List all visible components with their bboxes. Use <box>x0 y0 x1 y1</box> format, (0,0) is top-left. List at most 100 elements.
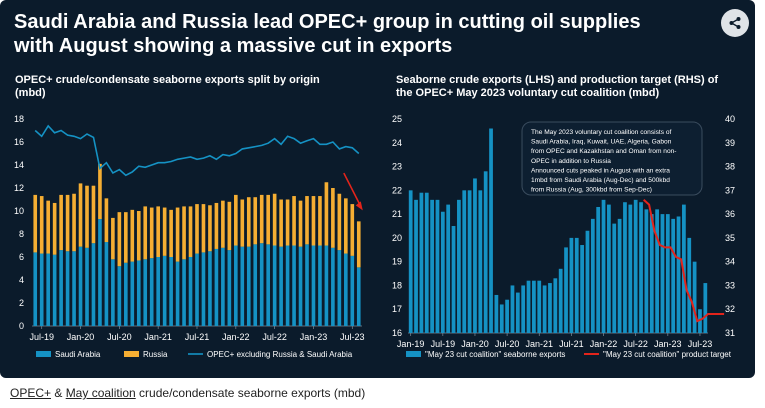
y-tick-label-right: 35 <box>725 233 735 243</box>
bar-saudi-arabia <box>318 245 322 326</box>
bar-russia <box>253 197 258 245</box>
bar-coalition-exports <box>510 285 515 333</box>
bar-russia <box>91 185 96 244</box>
bar-coalition-exports <box>414 199 418 333</box>
bar-russia <box>272 193 277 246</box>
bar-coalition-exports <box>703 283 708 333</box>
bar-coalition-exports <box>628 204 633 333</box>
bar-coalition-exports <box>457 199 461 333</box>
bar-coalition-exports <box>521 285 526 333</box>
bar-coalition-exports <box>574 237 579 333</box>
bar-saudi-arabia <box>52 254 57 326</box>
x-tick-label: Jul-19 <box>431 339 456 349</box>
y-tick-label: 8 <box>19 229 24 239</box>
bar-russia <box>221 200 225 248</box>
x-tick-label: Jul-23 <box>340 332 365 342</box>
x-tick-label: Jul-21 <box>185 332 210 342</box>
bar-coalition-exports <box>446 204 451 333</box>
bar-coalition-exports <box>665 214 670 333</box>
bar-russia <box>344 198 348 254</box>
y-tick-label-left: 24 <box>392 138 402 148</box>
right-chart-title-line1: Seaborne crude exports (LHS) and product… <box>396 74 719 86</box>
legend-swatch-exports <box>406 351 421 357</box>
bar-coalition-exports <box>505 299 509 333</box>
bar-coalition-exports <box>633 199 638 333</box>
bar-russia <box>201 204 206 253</box>
bar-saudi-arabia <box>33 252 38 326</box>
legend-label-russia: Russia <box>143 350 168 359</box>
bar-russia <box>188 206 193 257</box>
share-icon <box>729 17 741 29</box>
bar-coalition-exports <box>612 223 617 333</box>
x-tick-label: Jan-22 <box>222 332 250 342</box>
x-tick-label: Jan-19 <box>397 339 425 349</box>
caption-separator: & <box>51 386 66 400</box>
bar-saudi-arabia <box>246 246 251 326</box>
y-tick-label-left: 21 <box>392 209 402 219</box>
bar-coalition-exports <box>649 214 654 333</box>
bar-saudi-arabia <box>143 259 148 326</box>
bar-coalition-exports <box>537 280 542 333</box>
bar-coalition-exports <box>623 202 627 333</box>
bar-saudi-arabia <box>227 250 232 326</box>
y-tick-label: 0 <box>19 321 24 331</box>
bar-saudi-arabia <box>195 253 199 326</box>
x-tick-label: Jul-23 <box>688 339 713 349</box>
bar-coalition-exports <box>478 190 483 333</box>
x-tick-label: Jan-20 <box>67 332 95 342</box>
y-tick-label-left: 22 <box>392 185 402 195</box>
bar-russia <box>337 193 342 251</box>
bar-saudi-arabia <box>285 245 290 326</box>
may-coalition-link[interactable]: May coalition <box>65 386 136 400</box>
y-tick-label: 4 <box>19 275 24 285</box>
legend-label-opec-excl: OPEC+ excluding Russia & Saudi Arabia <box>207 350 353 359</box>
bar-coalition-exports <box>548 283 552 333</box>
bar-russia <box>350 204 355 256</box>
x-tick-label: Jan-23 <box>654 339 682 349</box>
bar-russia <box>52 202 57 255</box>
bar-russia <box>285 199 290 246</box>
bar-coalition-exports <box>494 294 499 333</box>
bar-russia <box>227 201 232 251</box>
bar-russia <box>324 182 329 246</box>
bar-russia <box>240 199 245 247</box>
right-chart-title-line2: the OPEC+ May 2023 voluntary cut coaliti… <box>396 87 660 99</box>
line-opec-excl <box>34 124 360 177</box>
bar-coalition-exports <box>483 171 488 333</box>
x-tick-label: Jan-20 <box>461 339 489 349</box>
bar-coalition-exports <box>462 190 467 333</box>
y-tick-label: 10 <box>14 206 24 216</box>
bar-russia <box>311 196 316 246</box>
bar-coalition-exports <box>671 218 676 333</box>
bar-russia <box>156 206 160 257</box>
bar-saudi-arabia <box>72 251 76 326</box>
figure-caption: OPEC+ & May coalition crude/condensate s… <box>10 386 365 400</box>
bar-russia <box>214 202 219 249</box>
bar-coalition-exports <box>553 278 558 333</box>
y-tick-label-left: 16 <box>392 328 402 338</box>
right-chart: 16 17 18 19 20 21 22 23 24 25 31 32 33 34 35 36 37 38 39 40… <box>392 114 735 359</box>
bar-coalition-exports <box>435 199 440 333</box>
bar-russia <box>208 205 212 252</box>
bar-coalition-exports <box>489 128 493 333</box>
bar-saudi-arabia <box>266 244 270 326</box>
bar-russia <box>175 207 180 262</box>
y-tick-label-right: 37 <box>725 185 735 195</box>
bar-saudi-arabia <box>124 262 128 326</box>
left-chart-title-line1: OPEC+ crude/condensate seaborne exports … <box>15 74 320 86</box>
bar-saudi-arabia <box>259 243 264 326</box>
y-tick-label: 2 <box>19 298 24 308</box>
bar-coalition-exports <box>590 218 595 333</box>
left-chart-title-line2: (mbd) <box>15 87 46 99</box>
share-button[interactable] <box>721 9 749 37</box>
bar-russia <box>149 207 154 259</box>
bar-saudi-arabia <box>162 255 167 326</box>
line-product-target <box>643 199 725 323</box>
bar-russia <box>59 194 63 251</box>
bar-coalition-exports <box>607 204 611 333</box>
bar-russia <box>266 194 270 245</box>
legend-label-saudi-arabia: Saudi Arabia <box>55 350 101 359</box>
opec-plus-link[interactable]: OPEC+ <box>10 386 52 400</box>
bar-saudi-arabia <box>356 267 361 326</box>
bar-saudi-arabia <box>214 248 219 326</box>
